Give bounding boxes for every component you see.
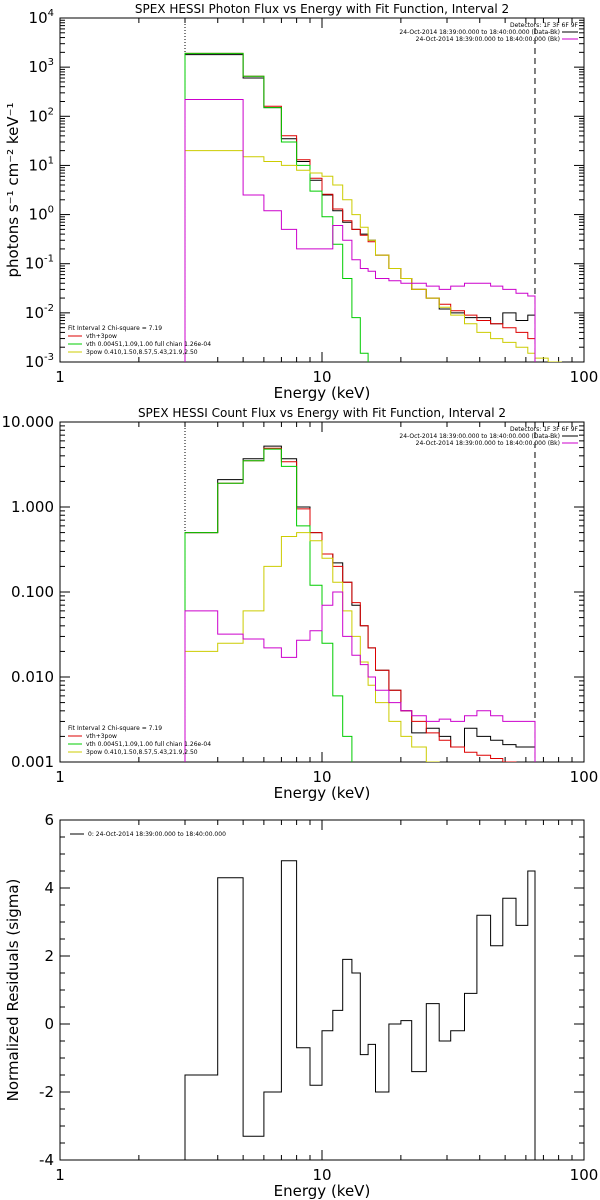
legend-entry: Fit Interval 2 Chi-square = 7.19 xyxy=(68,725,162,732)
y-tick-label: 0.001 xyxy=(11,753,54,771)
x-tick-label: 10 xyxy=(312,368,331,386)
legend-entry: Detectors: 1F 3F 6F 9F xyxy=(510,426,579,433)
chart-panel-2: 1 10 100 0.001 0.010 0.100 1.000 10.000 SPEX HES… xyxy=(2,406,599,802)
series-line-4 xyxy=(184,150,562,362)
y-tick-label: 10.000 xyxy=(2,413,55,431)
y-tick-label: 6 xyxy=(44,811,54,829)
y-tick-label: -2 xyxy=(39,1083,54,1101)
series-line-3 xyxy=(184,52,369,362)
series-line-4 xyxy=(184,532,440,762)
y-tick-label: 10-1 xyxy=(25,254,54,273)
legend-entry: 3pow 0.410,1.50,8.57,5.43,21.9,2.50 xyxy=(86,749,198,756)
series-line-3 xyxy=(184,448,353,762)
legend-entry: 24-Oct-2014 18:39:00.000 to 18:40:00.000… xyxy=(399,29,560,36)
legend-entry: Fit Interval 2 Chi-square = 7.19 xyxy=(68,325,162,332)
chart-title: SPEX HESSI Photon Flux vs Energy with Fi… xyxy=(135,2,509,16)
y-tick-label: 0.100 xyxy=(11,583,54,601)
y-tick-label: 10-3 xyxy=(25,352,54,371)
legend-entry: 3pow 0.410,1.50,8.57,5.43,21.9,2.50 xyxy=(86,349,198,356)
x-axis-label: Energy (keV) xyxy=(274,784,371,802)
x-axis-label: Energy (keV) xyxy=(274,1182,371,1200)
x-tick-label: 1 xyxy=(55,1166,65,1184)
plot-frame xyxy=(59,819,585,1161)
y-tick-label: 100 xyxy=(29,205,54,224)
series-line-5 xyxy=(184,99,536,362)
series-line-5 xyxy=(184,591,536,762)
x-tick-label: 100 xyxy=(570,368,599,386)
y-tick-label: 103 xyxy=(29,57,54,76)
y-tick-label: 104 xyxy=(29,8,54,27)
legend-entry: vth 0.00451,1.09,1.00 full chian 1.26e-0… xyxy=(86,341,211,348)
legend-entry: vth+3pow xyxy=(86,333,117,340)
legend-entry: vth 0.00451,1.09,1.00 full chian 1.26e-0… xyxy=(86,741,211,748)
legend-entry: 24-Oct-2014 18:39:00.000 to 18:40:00.000… xyxy=(416,440,560,447)
series-group xyxy=(184,860,536,1160)
legend-entry: 24-Oct-2014 18:39:00.000 to 18:40:00.000… xyxy=(399,433,560,440)
y-axis-label: Normalized Residuals (sigma) xyxy=(4,879,22,1102)
x-tick-label: 100 xyxy=(570,768,599,786)
series-line-2 xyxy=(184,447,517,762)
chart-panel-1: 1 10 100 10-3 10-2 10-1 100 101 102 103 104 SPEX HE… xyxy=(4,2,599,402)
y-tick-label: 10-2 xyxy=(25,303,54,322)
series-group xyxy=(184,52,562,362)
x-axis-label: Energy (keV) xyxy=(274,384,371,402)
chart-panel-3: 1 10 100 -4 -2 0 2 4 6 Energy (keV) Normalized Res… xyxy=(4,811,598,1200)
y-tick-label: 2 xyxy=(44,947,54,965)
series-line-1 xyxy=(184,445,536,762)
y-tick-label: 4 xyxy=(44,879,54,897)
y-tick-label: 1.000 xyxy=(11,498,54,516)
y-tick-label: -4 xyxy=(39,1151,54,1169)
x-tick-label: 10 xyxy=(312,1166,331,1184)
x-tick-label: 1 xyxy=(55,768,65,786)
legend-entry: 0: 24-Oct-2014 18:39:00.000 to 18:40:00.… xyxy=(88,831,226,838)
x-tick-label: 10 xyxy=(312,768,331,786)
y-tick-label: 0.010 xyxy=(11,668,54,686)
x-tick-label: 100 xyxy=(570,1166,599,1184)
y-tick-label: 0 xyxy=(44,1015,54,1033)
x-tick-label: 1 xyxy=(55,368,65,386)
series-line-2 xyxy=(184,52,536,362)
y-tick-label: 101 xyxy=(29,155,54,174)
legend-entry: vth+3pow xyxy=(86,733,117,740)
series-group xyxy=(184,445,536,762)
y-tick-label: 102 xyxy=(29,106,54,125)
chart-title: SPEX HESSI Count Flux vs Energy with Fit… xyxy=(138,406,506,420)
legend-entry: 24-Oct-2014 18:39:00.000 to 18:40:00.000… xyxy=(416,36,560,43)
series-line-1 xyxy=(184,860,536,1160)
y-axis-label: photons s⁻¹ cm⁻² keV⁻¹ xyxy=(4,103,22,278)
legend-entry: Detectors: 1F 3F 6F 9F xyxy=(510,22,579,29)
